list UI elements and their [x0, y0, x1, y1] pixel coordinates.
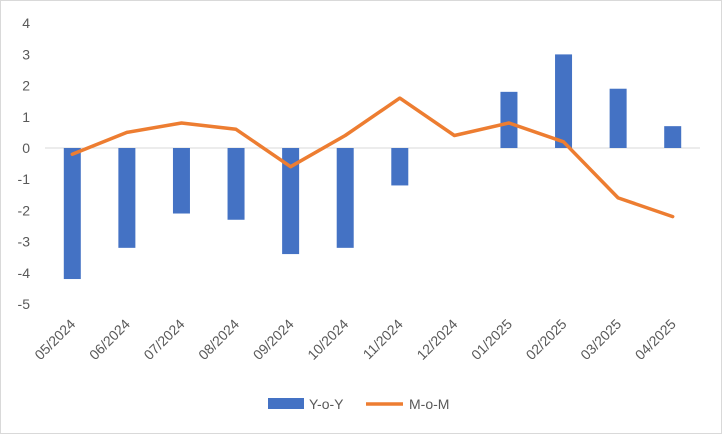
legend-label-mom: M-o-M: [409, 396, 449, 412]
y-tick-label: 0: [22, 140, 30, 156]
legend-label-yoy: Y-o-Y: [309, 396, 344, 412]
y-tick-label: 4: [22, 15, 30, 31]
bar-yoy-03-2025: [609, 88, 627, 148]
bar-yoy-10-2024: [336, 148, 354, 248]
bar-yoy-01-2025: [500, 91, 518, 148]
y-tick-label: 3: [22, 46, 30, 62]
bar-yoy-02-2025: [555, 54, 573, 148]
line-series-mom: [70, 96, 675, 219]
x-tick-label: 05/2024: [31, 316, 78, 363]
bar-yoy-11-2024: [391, 148, 409, 186]
legend: Y-o-Y M-o-M: [268, 396, 449, 412]
x-tick-label: 12/2024: [413, 316, 460, 363]
bar-series-yoy: [63, 54, 682, 280]
y-tick-label: -5: [18, 296, 31, 312]
bar-yoy-08-2024: [227, 148, 245, 220]
x-axis-ticks: 05/2024 06/2024 07/2024 08/2024 09/2024 10/20…: [31, 316, 679, 363]
x-tick-label: 08/2024: [195, 316, 242, 363]
bar-yoy-09-2024: [282, 148, 300, 255]
bar-yoy-05-2024: [63, 148, 81, 280]
x-tick-label: 10/2024: [304, 316, 351, 363]
y-tick-label: -1: [18, 171, 31, 187]
bar-yoy-04-2025: [664, 126, 682, 148]
y-tick-label: -3: [18, 234, 31, 250]
x-tick-label: 03/2025: [577, 316, 624, 363]
x-tick-label: 04/2025: [632, 316, 679, 363]
x-tick-label: 09/2024: [250, 316, 297, 363]
x-tick-label: 06/2024: [86, 316, 133, 363]
x-tick-label: 02/2025: [523, 316, 570, 363]
legend-swatch-yoy: [268, 398, 304, 409]
y-tick-label: -4: [18, 265, 31, 281]
y-tick-label: -2: [18, 202, 31, 218]
bar-yoy-07-2024: [172, 148, 190, 214]
x-tick-label: 11/2024: [360, 316, 407, 363]
x-tick-label: 01/2025: [468, 316, 515, 363]
y-tick-label: 2: [22, 78, 30, 94]
x-tick-label: 07/2024: [140, 316, 187, 363]
y-tick-label: 1: [22, 109, 30, 125]
y-axis-ticks: 4 3 2 1 0 -1 -2 -3 -4 -5: [18, 15, 31, 312]
bar-yoy-06-2024: [118, 148, 136, 248]
